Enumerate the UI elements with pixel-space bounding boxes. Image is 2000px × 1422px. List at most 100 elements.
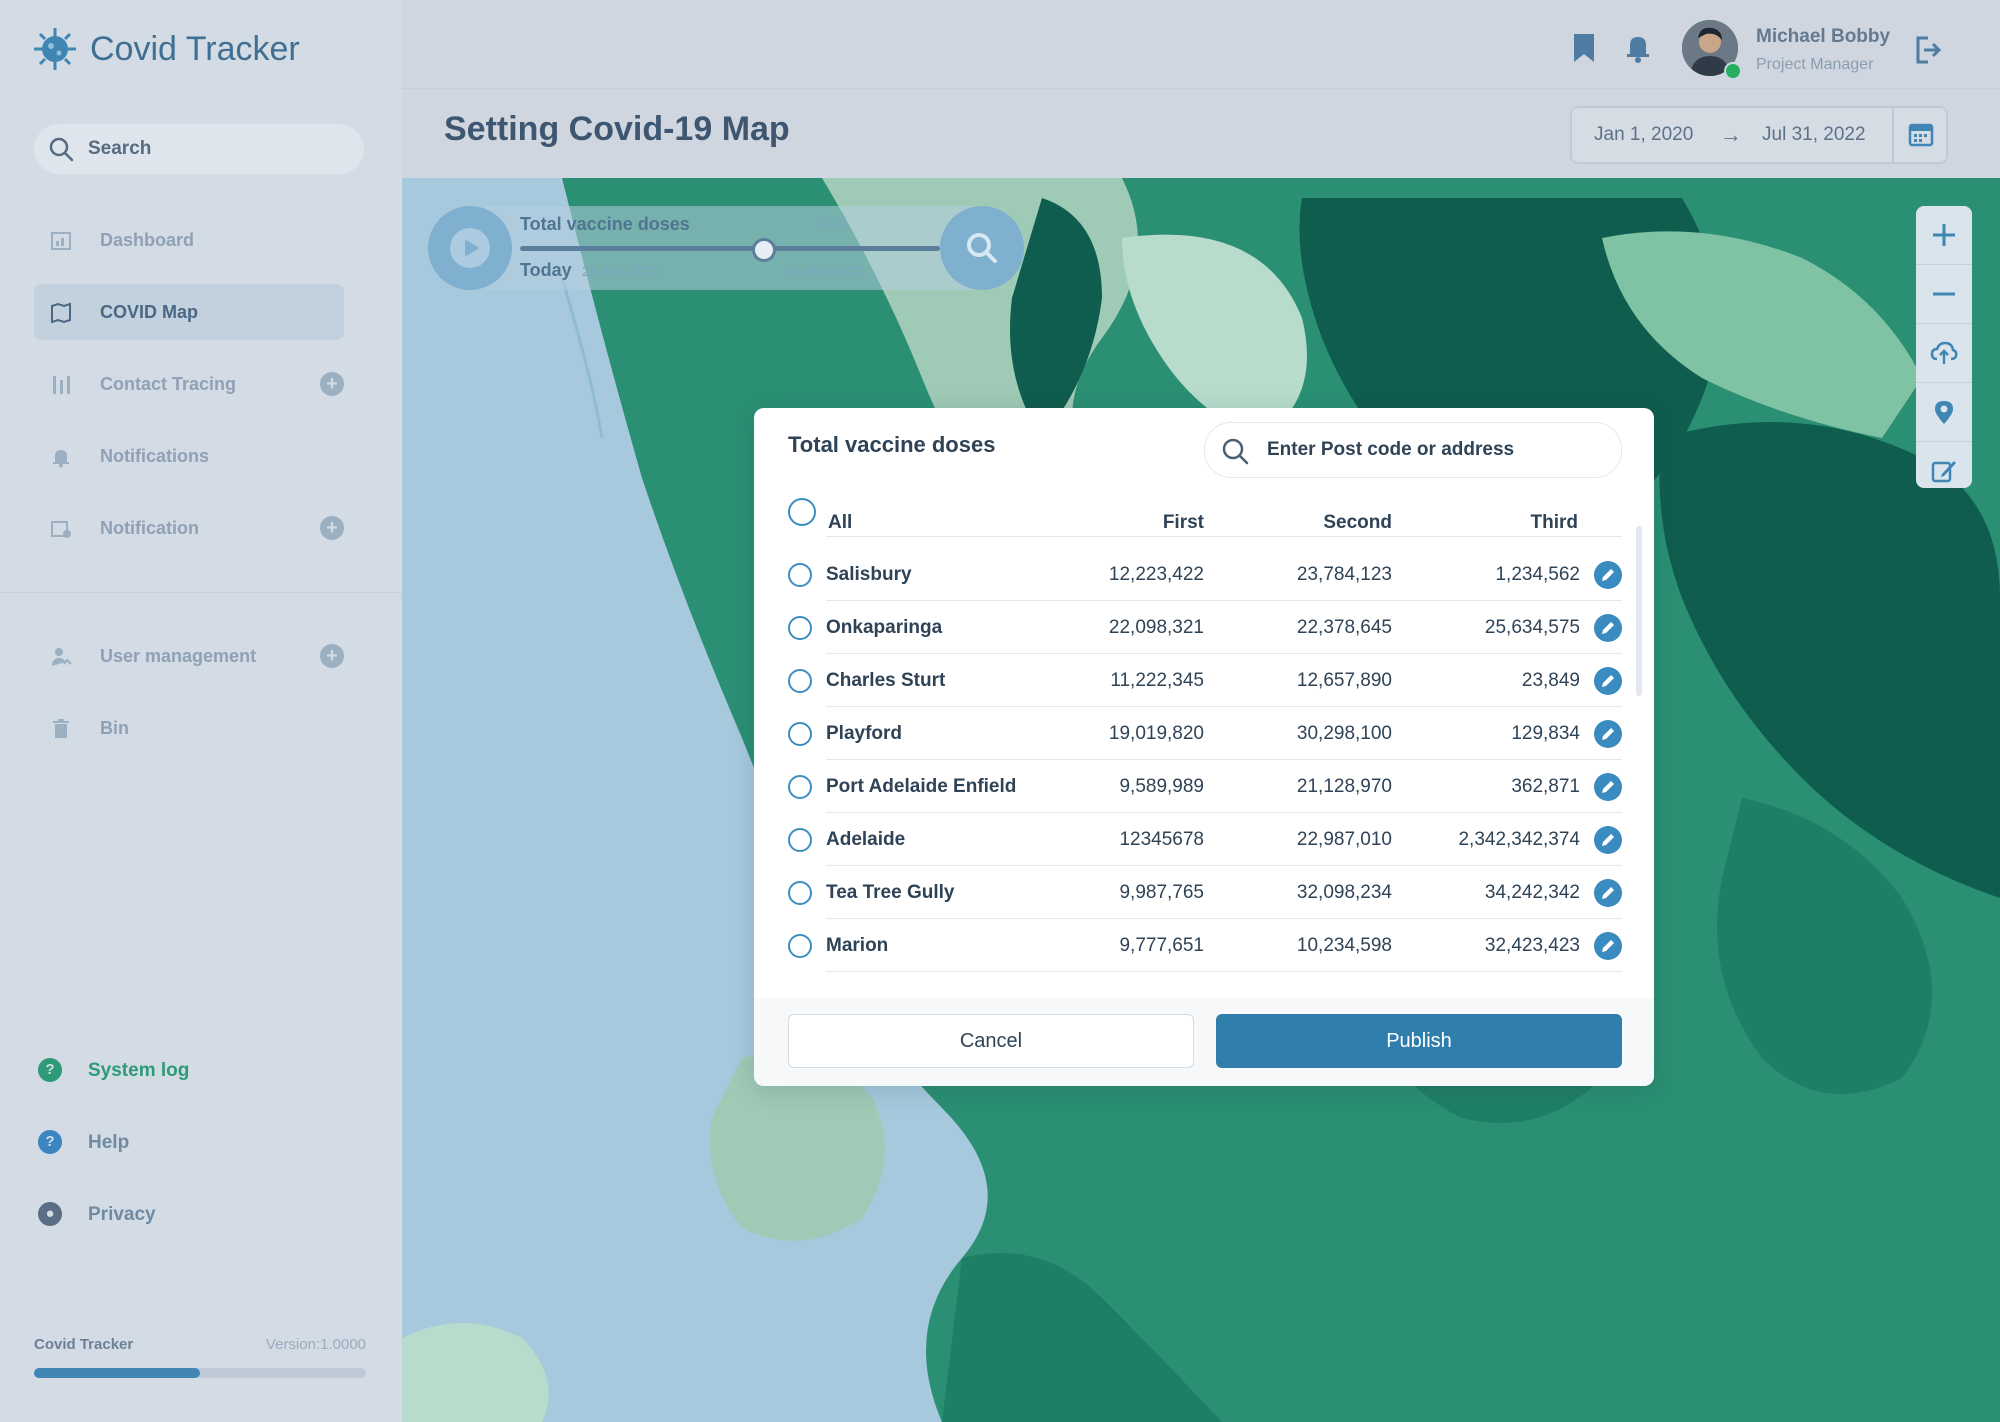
edit-row-button[interactable] xyxy=(1594,561,1622,589)
row-radio[interactable] xyxy=(788,563,812,587)
edit-row-button[interactable] xyxy=(1594,932,1622,960)
pencil-icon xyxy=(1602,675,1614,687)
sidebar-item-system-log[interactable]: ? System log xyxy=(34,1042,344,1098)
edit-row-button[interactable] xyxy=(1594,667,1622,695)
row-radio[interactable] xyxy=(788,669,812,693)
play-button[interactable] xyxy=(428,206,512,290)
sidebar-item-notification[interactable]: Notification + xyxy=(34,500,344,556)
row-radio[interactable] xyxy=(788,881,812,905)
row-radio[interactable] xyxy=(788,828,812,852)
sidebar-item-covid-map[interactable]: COVID Map xyxy=(34,284,344,340)
first-dose-value: 22,098,321 xyxy=(1108,617,1204,638)
location-button[interactable] xyxy=(1916,383,1972,442)
row-radio[interactable] xyxy=(788,616,812,640)
sidebar-item-help[interactable]: ? Help xyxy=(34,1114,344,1170)
timeline-search-button[interactable] xyxy=(940,206,1024,290)
pencil-icon xyxy=(1602,622,1614,634)
edit-row-button[interactable] xyxy=(1594,720,1622,748)
edit-row-button[interactable] xyxy=(1594,879,1622,907)
search-icon xyxy=(967,233,997,263)
sidebar-bottom-links: ? System log ? Help ● Privacy xyxy=(34,1042,344,1258)
third-dose-value: 2,342,342,374 xyxy=(1458,829,1580,850)
table-header: All First Second Third xyxy=(754,498,1654,546)
table-row[interactable]: Playford 19,019,820 30,298,100 129,834 xyxy=(754,707,1654,760)
table-row[interactable]: Adelaide 12345678 22,987,010 2,342,342,3… xyxy=(754,813,1654,866)
upload-button[interactable] xyxy=(1916,324,1972,383)
search-icon xyxy=(49,137,74,162)
row-radio[interactable] xyxy=(788,722,812,746)
footer-progress-bar xyxy=(34,1368,366,1378)
play-icon xyxy=(450,228,490,268)
sidebar-item-label: Bin xyxy=(100,718,129,738)
modal-search[interactable] xyxy=(1204,422,1622,478)
sidebar-search[interactable]: Search xyxy=(34,124,364,174)
table-scrollbar[interactable] xyxy=(1636,526,1642,696)
add-icon[interactable]: + xyxy=(320,644,344,668)
sidebar-item-label: Notification xyxy=(100,518,199,538)
minus-icon xyxy=(1933,292,1955,296)
sidebar: Covid Tracker Search Dashboard COVID Map… xyxy=(0,0,403,1422)
edit-row-button[interactable] xyxy=(1594,614,1622,642)
add-icon[interactable]: + xyxy=(320,372,344,396)
second-dose-value: 32,098,234 xyxy=(1296,882,1392,903)
cancel-button[interactable]: Cancel xyxy=(788,1014,1194,1068)
app-name: Covid Tracker xyxy=(90,29,300,68)
zoom-in-button[interactable] xyxy=(1916,206,1972,265)
third-dose-value: 25,634,575 xyxy=(1484,617,1580,638)
edit-map-button[interactable] xyxy=(1916,442,1972,500)
table-row[interactable]: Port Adelaide Enfield 9,589,989 21,128,9… xyxy=(754,760,1654,813)
sidebar-item-label: User management xyxy=(100,646,257,666)
date-range-picker[interactable]: Jan 1, 2020 → Jul 31, 2022 xyxy=(1570,106,1948,164)
first-dose-value: 12345678 xyxy=(1119,829,1204,850)
timeline-date-end: 05 Jun,2022 xyxy=(786,263,864,279)
edit-row-button[interactable] xyxy=(1594,773,1622,801)
map-toolbar xyxy=(1916,206,1972,488)
table-row[interactable]: Charles Sturt 11,222,345 12,657,890 23,8… xyxy=(754,654,1654,707)
bookmark-icon[interactable] xyxy=(1570,32,1598,64)
row-radio[interactable] xyxy=(788,934,812,958)
date-start: Jan 1, 2020 xyxy=(1594,124,1694,145)
third-dose-value: 129,834 xyxy=(1511,723,1580,744)
publish-button[interactable]: Publish xyxy=(1216,1014,1622,1068)
timeline-track[interactable] xyxy=(520,246,940,251)
sidebar-item-label: System log xyxy=(88,1060,190,1081)
pencil-icon xyxy=(1602,834,1614,846)
app-logo[interactable]: Covid Tracker xyxy=(32,26,300,72)
row-divider xyxy=(826,600,1622,601)
postcode-search-input[interactable] xyxy=(1265,435,1599,465)
sidebar-item-user-management[interactable]: User management + xyxy=(34,628,344,684)
sidebar-item-label: COVID Map xyxy=(100,302,199,322)
region-name: Salisbury xyxy=(826,564,912,585)
timeline-date-start: 28 Jun,2022 xyxy=(582,263,660,279)
calendar-button[interactable] xyxy=(1892,108,1948,162)
bell-icon[interactable] xyxy=(1624,32,1652,64)
region-name: Charles Sturt xyxy=(826,670,946,691)
row-divider xyxy=(826,918,1622,919)
bell-icon xyxy=(53,450,69,468)
add-icon[interactable]: + xyxy=(320,516,344,540)
top-header: Michael Bobby Project Manager Setting Co… xyxy=(402,0,2000,178)
edit-row-button[interactable] xyxy=(1594,826,1622,854)
calendar-bell-icon xyxy=(51,521,71,538)
pencil-icon xyxy=(1602,887,1614,899)
sidebar-item-contact-tracing[interactable]: Contact Tracing + xyxy=(34,356,344,412)
sidebar-item-bin[interactable]: Bin xyxy=(34,700,344,756)
select-all-radio[interactable] xyxy=(788,498,816,526)
sidebar-item-dashboard[interactable]: Dashboard xyxy=(34,212,344,268)
zoom-out-button[interactable] xyxy=(1916,265,1972,324)
sidebar-item-privacy[interactable]: ● Privacy xyxy=(34,1186,344,1242)
table-row[interactable]: Marion 9,777,651 10,234,598 32,423,423 xyxy=(754,919,1654,972)
timeline-slider-handle[interactable] xyxy=(751,238,776,262)
sidebar-item-notifications[interactable]: Notifications xyxy=(34,428,344,484)
region-name: Port Adelaide Enfield xyxy=(826,776,1017,797)
table-row[interactable]: Salisbury 12,223,422 23,784,123 1,234,56… xyxy=(754,548,1654,601)
row-radio[interactable] xyxy=(788,775,812,799)
first-dose-value: 9,589,989 xyxy=(1119,776,1204,797)
pencil-icon xyxy=(1602,569,1614,581)
third-dose-value: 1,234,562 xyxy=(1495,564,1580,585)
logout-icon[interactable] xyxy=(1914,34,1942,66)
privacy-icon: ● xyxy=(38,1202,62,1226)
table-row[interactable]: Onkaparinga 22,098,321 22,378,645 25,634… xyxy=(754,601,1654,654)
table-row[interactable]: Tea Tree Gully 9,987,765 32,098,234 34,2… xyxy=(754,866,1654,919)
help-icon: ? xyxy=(38,1130,62,1154)
